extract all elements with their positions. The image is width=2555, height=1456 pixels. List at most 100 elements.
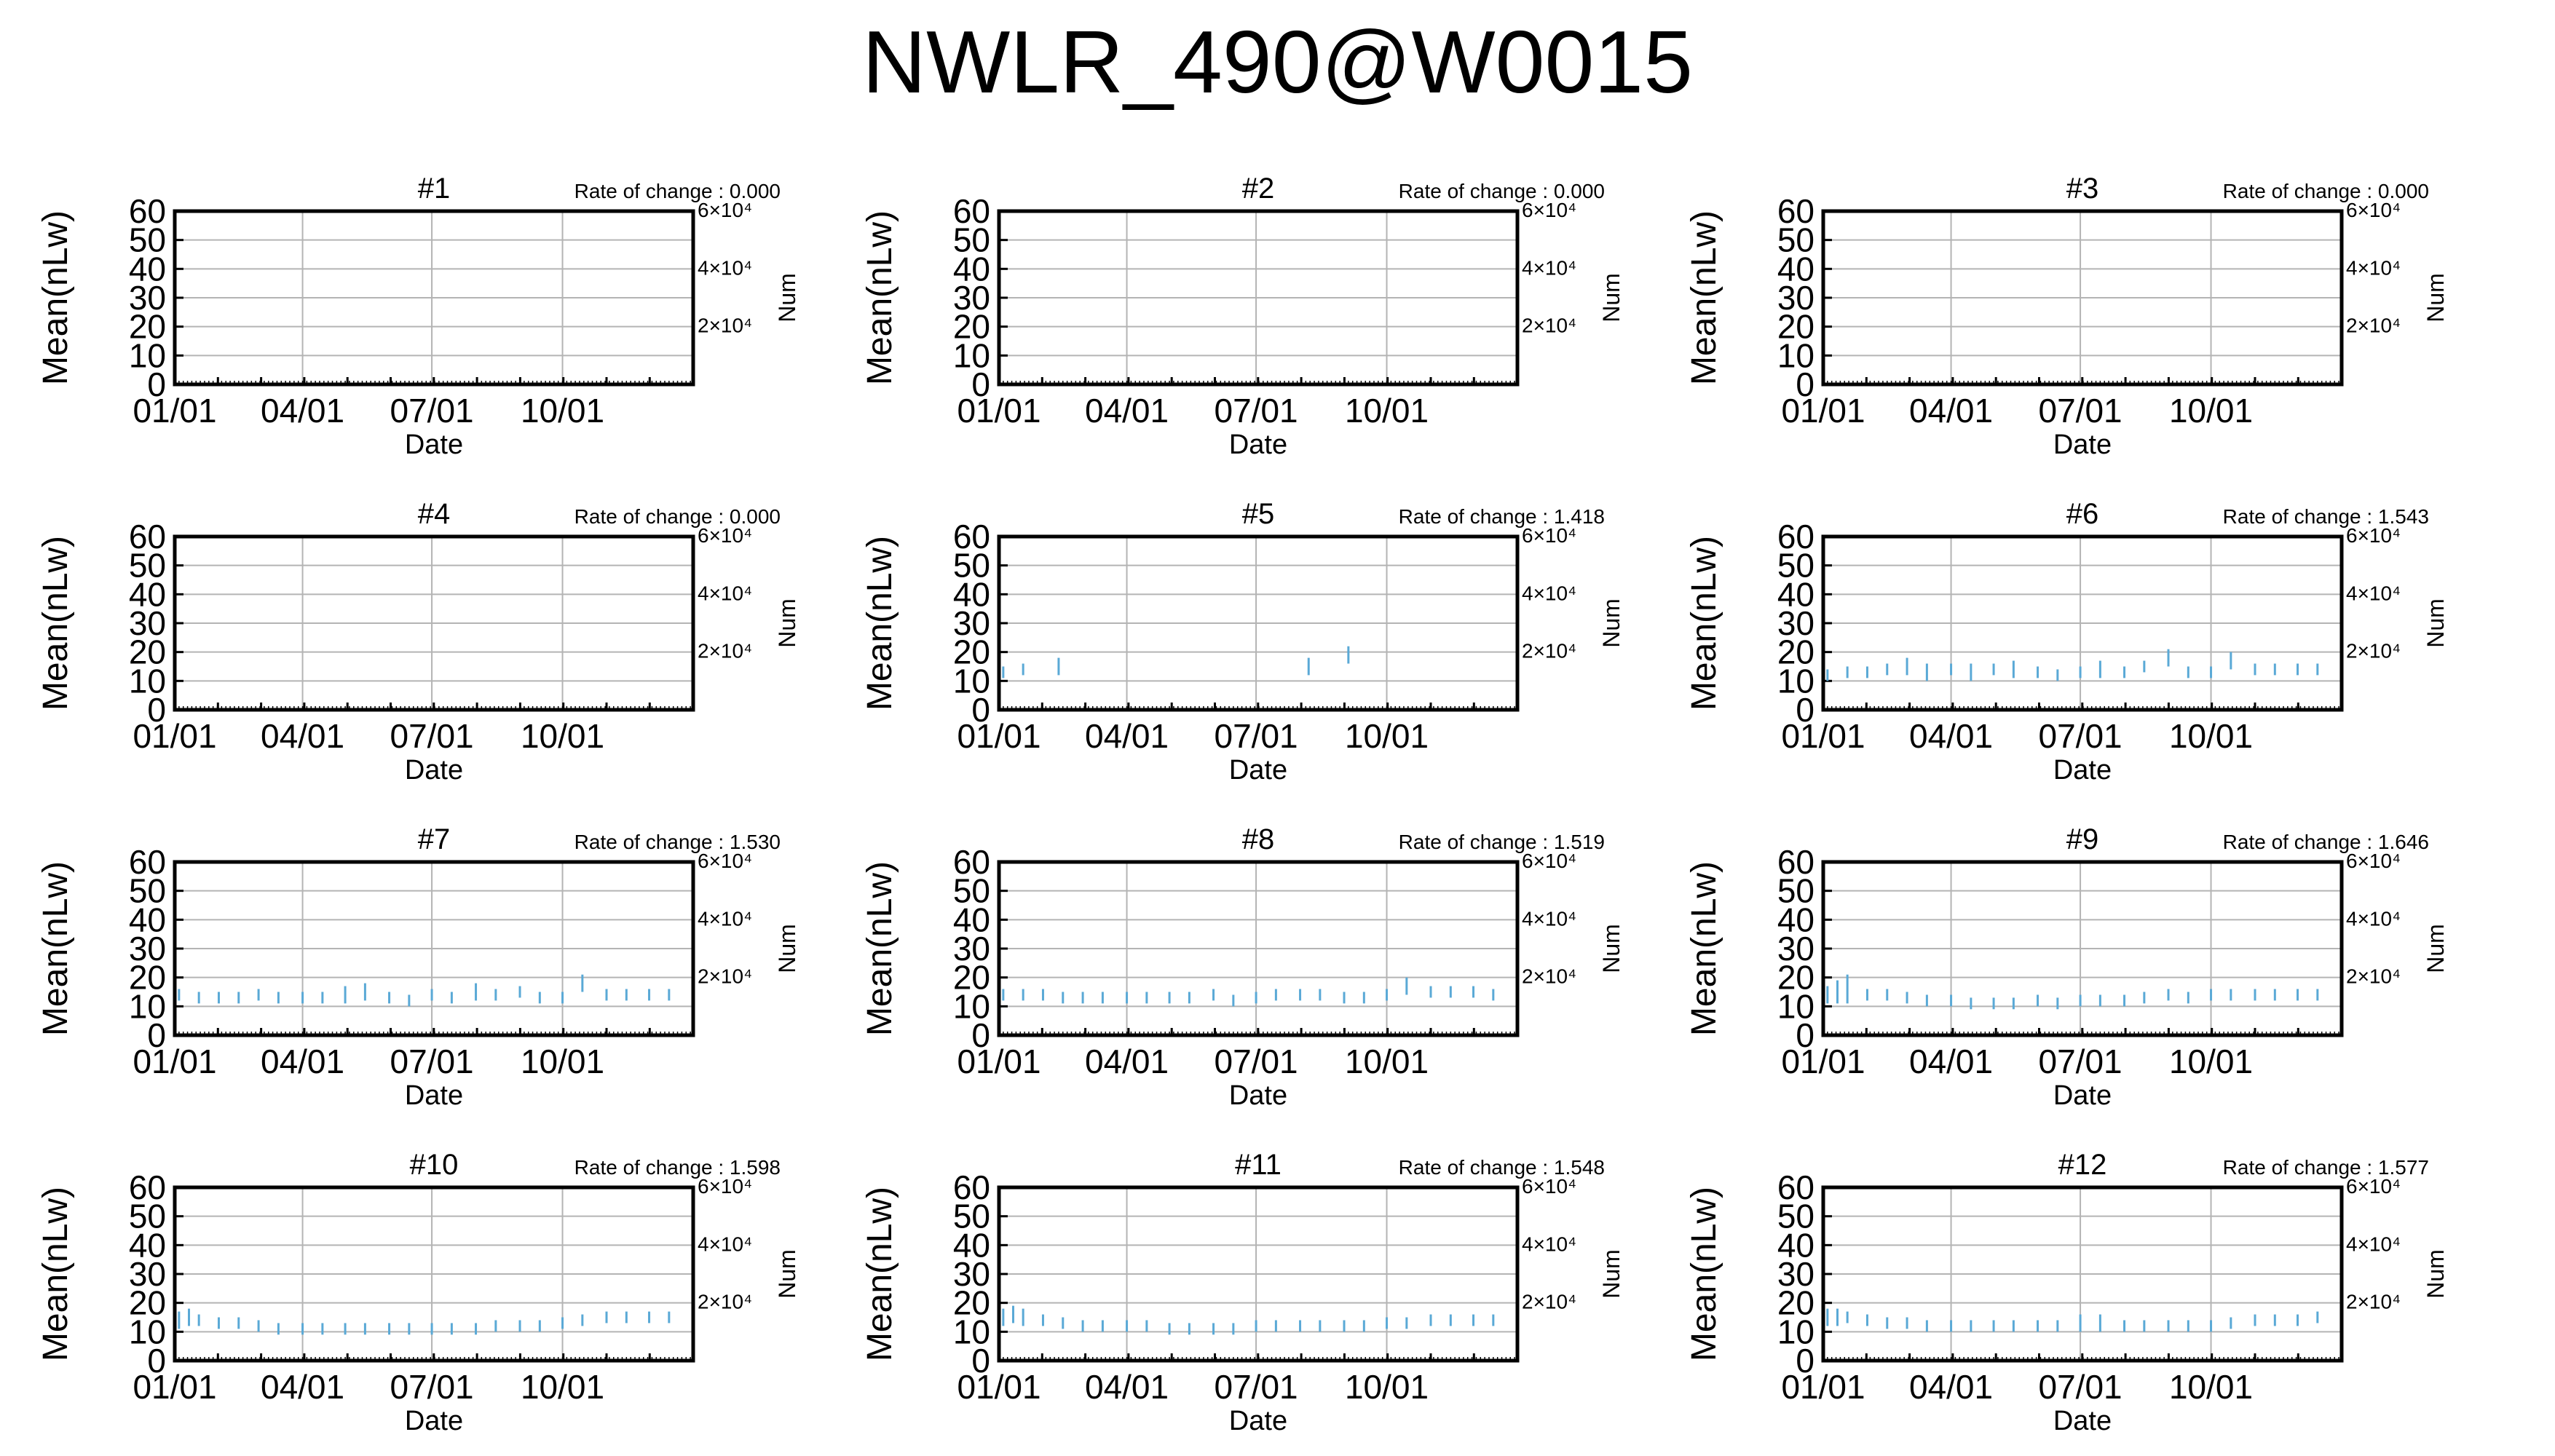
y-tick-label: 40 [953,1226,990,1264]
y-tick-label: 0 [147,691,166,729]
plot-frame [173,1185,695,1363]
y-tick-label: 60 [129,518,166,555]
y-tick-label: 50 [953,547,990,585]
x-tick-label: 01/01 [1781,717,1865,755]
plot-frame [1821,534,2344,712]
y-tick-label: 60 [953,192,990,230]
x-tick-label: 01/01 [957,1368,1040,1406]
y2-tick-label: 6×10⁴ [1522,524,1576,547]
y-tick-label: 40 [1777,575,1814,613]
y-tick-label: 30 [129,604,166,642]
y-tick-label: 50 [129,872,166,910]
y2-axis-label: Num [1598,1249,1624,1299]
y2-tick-label: 6×10⁴ [698,524,752,547]
y2-axis-label: Num [2422,598,2449,648]
y-tick-label: 20 [953,959,990,997]
rate-of-change-label: Rate of change : 1.530 [574,831,781,853]
y2-tick-label: 6×10⁴ [2346,1175,2401,1198]
x-tick-label: 04/01 [1085,1368,1169,1406]
y2-axis-label: Num [2422,924,2449,973]
x-tick-label: 10/01 [2169,1042,2253,1080]
y-tick-label: 20 [1777,959,1814,997]
y-tick-label: 50 [129,1198,166,1235]
y-tick-label: 30 [129,279,166,317]
x-tick-label: 01/01 [1781,392,1865,430]
x-tick-label: 04/01 [261,717,344,755]
x-tick-label: 07/01 [1215,392,1298,430]
y-tick-label: 20 [129,1284,166,1322]
y2-axis-label: Num [774,1249,800,1299]
chart-title: #12 [2058,1149,2107,1181]
x-tick-label: 04/01 [1909,717,1993,755]
y-tick-label: 40 [129,1226,166,1264]
y-tick-label: 60 [953,843,990,881]
chart-title: #5 [1242,498,1275,530]
page-title: NWLR_490@W0015 [861,12,1693,111]
y-tick-label: 50 [953,221,990,259]
rate-of-change-label: Rate of change : 1.598 [574,1156,781,1179]
y2-tick-label: 6×10⁴ [1522,850,1576,872]
y-tick-label: 50 [953,1198,990,1235]
x-axis-label: Date [1229,430,1287,460]
plot-frame [173,860,695,1037]
y-tick-label: 40 [953,901,990,938]
y-tick-label: 40 [129,901,166,938]
y-axis-label: Mean(nLw) [36,1187,75,1361]
y-tick-label: 30 [953,604,990,642]
y-tick-label: 10 [1777,987,1814,1025]
x-tick-label: 07/01 [2039,1042,2122,1080]
y-tick-label: 20 [1777,1284,1814,1322]
chart-title: #10 [410,1149,459,1181]
chart-title: #9 [2066,823,2099,855]
y-tick-label: 30 [129,1255,166,1293]
x-tick-label: 10/01 [1345,1368,1429,1406]
x-tick-label: 10/01 [2169,717,2253,755]
x-tick-label: 04/01 [1909,1368,1993,1406]
y-tick-label: 0 [971,1016,990,1054]
x-tick-label: 01/01 [957,717,1040,755]
y2-tick-label: 2×10⁴ [2346,1291,2401,1313]
y-tick-label: 50 [1777,1198,1814,1235]
x-tick-label: 10/01 [1345,392,1429,430]
y-tick-label: 20 [1777,308,1814,346]
y2-tick-label: 2×10⁴ [2346,314,2401,337]
x-axis-label: Date [2053,1080,2112,1111]
x-tick-label: 07/01 [2039,1368,2122,1406]
chart-title: #8 [1242,823,1275,855]
x-tick-label: 10/01 [521,1368,604,1406]
y-tick-label: 10 [953,662,990,700]
x-tick-label: 10/01 [521,1042,604,1080]
y2-tick-label: 2×10⁴ [2346,640,2401,662]
x-tick-label: 01/01 [1781,1042,1865,1080]
plot-frame [997,860,1520,1037]
x-axis-label: Date [2053,1406,2112,1436]
plot-frame [1821,860,2344,1037]
y2-tick-label: 4×10⁴ [1522,907,1576,930]
x-tick-label: 07/01 [390,392,474,430]
y-tick-label: 10 [1777,336,1814,374]
y-tick-label: 10 [953,1313,990,1350]
rate-of-change-label: Rate of change : 1.519 [1399,831,1605,853]
x-axis-label: Date [405,755,463,786]
x-tick-label: 01/01 [957,392,1040,430]
x-tick-label: 07/01 [390,717,474,755]
x-tick-label: 07/01 [2039,717,2122,755]
x-tick-label: 10/01 [521,717,604,755]
y-tick-label: 30 [1777,1255,1814,1293]
y2-tick-label: 2×10⁴ [1522,965,1576,988]
y-tick-label: 50 [953,872,990,910]
x-tick-label: 07/01 [1215,717,1298,755]
x-tick-label: 04/01 [1909,1042,1993,1080]
y-tick-label: 60 [129,843,166,881]
y-tick-label: 60 [953,518,990,555]
y-tick-label: 40 [953,250,990,288]
rate-of-change-label: Rate of change : 1.577 [2223,1156,2429,1179]
x-tick-label: 10/01 [1345,717,1429,755]
x-tick-label: 04/01 [261,392,344,430]
chart-title: #3 [2066,173,2099,205]
y2-tick-label: 4×10⁴ [1522,256,1576,279]
x-tick-label: 07/01 [390,1368,474,1406]
